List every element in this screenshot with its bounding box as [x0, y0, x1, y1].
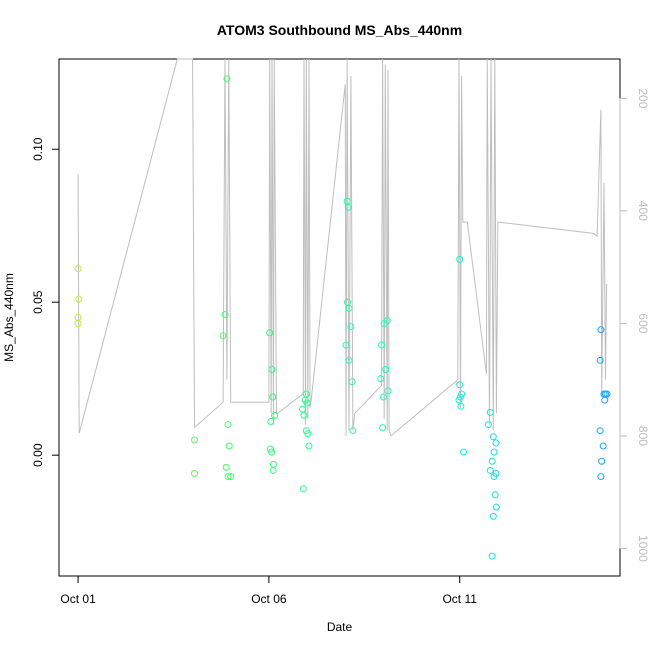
data-point [456, 381, 464, 389]
data-point [455, 396, 463, 404]
data-point [221, 310, 229, 318]
data-point [596, 356, 604, 364]
data-point [490, 473, 498, 481]
data-point [379, 393, 387, 401]
data-point [223, 75, 231, 83]
data-point [489, 433, 497, 441]
data-point [598, 457, 606, 465]
data-point [302, 390, 310, 398]
data-point [382, 366, 390, 374]
data-point [224, 473, 232, 481]
data-point [266, 445, 274, 453]
data-point [74, 265, 82, 273]
data-point [597, 473, 605, 481]
data-point [305, 442, 313, 450]
data-point [303, 399, 311, 407]
data-point [74, 320, 82, 328]
data-point [268, 448, 276, 456]
right-tick-label: 1000 [636, 535, 650, 562]
data-point [488, 457, 496, 465]
right-axis: 200 400 600 800 1000 [619, 88, 650, 562]
data-point [596, 427, 604, 435]
depth-series-line [77, 58, 608, 437]
data-point [488, 552, 496, 560]
data-point [379, 424, 387, 432]
data-point [267, 418, 275, 426]
data-point [298, 405, 306, 413]
points-layer [74, 75, 611, 560]
right-tick-label: 200 [636, 88, 650, 108]
data-point [486, 466, 494, 474]
x-tick-label: Oct 01 [60, 592, 96, 606]
data-point [304, 430, 312, 438]
data-point [384, 387, 392, 395]
chart-title: ATOM3 Southbound MS_Abs_440nm [217, 22, 462, 38]
y-axis: 0.00 0.05 0.10 [31, 137, 60, 467]
data-point [74, 314, 82, 321]
x-axis: Oct 01 Oct 06 Oct 11 [60, 575, 477, 606]
data-point [347, 323, 355, 331]
data-point [75, 295, 83, 303]
data-point [456, 255, 464, 263]
data-point [492, 503, 500, 511]
data-point [222, 463, 230, 471]
x-axis-label: Date [327, 620, 353, 634]
data-point [491, 491, 499, 499]
data-point [225, 442, 233, 450]
y-axis-label: MS_Abs_440nm [2, 273, 16, 362]
depth-line-layer [77, 58, 608, 437]
y-tick-label: 0.10 [31, 137, 45, 161]
data-point [219, 332, 227, 340]
data-point [269, 393, 277, 401]
data-point [349, 427, 357, 435]
data-point [458, 390, 466, 398]
data-point [268, 366, 276, 374]
data-point [348, 378, 356, 386]
data-point [299, 485, 307, 493]
x-tick-label: Oct 06 [251, 592, 287, 606]
x-tick-label: Oct 11 [442, 592, 477, 606]
data-point [344, 203, 352, 211]
right-tick-label: 400 [636, 201, 650, 221]
data-point [597, 326, 605, 334]
data-point [383, 317, 391, 325]
data-point [190, 470, 198, 478]
data-point [490, 448, 498, 456]
data-point [190, 436, 198, 444]
data-point [484, 421, 492, 429]
data-point [457, 402, 465, 410]
y-tick-label: 0.05 [31, 290, 45, 314]
right-tick-label: 600 [636, 313, 650, 333]
right-tick-label: 800 [636, 426, 650, 446]
data-point [269, 466, 277, 474]
data-point [345, 304, 353, 312]
data-point [345, 356, 353, 364]
data-point [492, 439, 500, 447]
data-point [489, 512, 497, 520]
data-point [601, 396, 609, 404]
data-point [460, 448, 468, 456]
data-point [342, 341, 350, 349]
data-point [486, 408, 494, 416]
data-point [266, 329, 274, 337]
data-point [227, 473, 235, 481]
data-point [300, 411, 308, 419]
data-point [224, 421, 232, 429]
data-point [603, 390, 611, 398]
data-point [599, 442, 607, 450]
data-point [269, 460, 277, 468]
data-point [271, 411, 279, 419]
y-tick-label: 0.00 [31, 443, 45, 467]
data-point [377, 341, 385, 349]
data-point [377, 375, 385, 383]
